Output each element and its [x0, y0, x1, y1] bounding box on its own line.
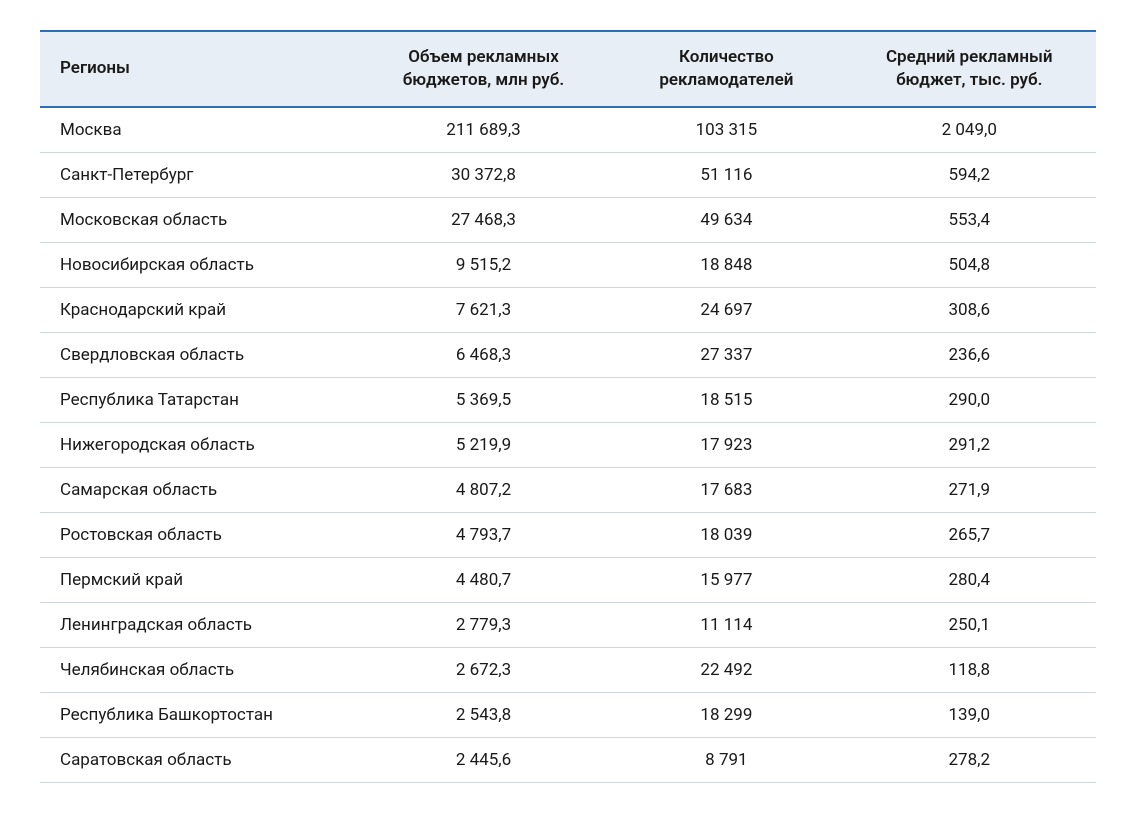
cell-advertisers: 22 492: [610, 647, 842, 692]
cell-region: Республика Татарстан: [40, 377, 357, 422]
regions-ad-budget-table: Регионы Объем рекламных бюджетов, млн ру…: [40, 30, 1096, 783]
table-row: Санкт-Петербург30 372,851 116594,2: [40, 152, 1096, 197]
table-row: Московская область27 468,349 634553,4: [40, 197, 1096, 242]
cell-avg-budget: 594,2: [843, 152, 1096, 197]
cell-advertisers: 15 977: [610, 557, 842, 602]
table-row: Челябинская область2 672,322 492118,8: [40, 647, 1096, 692]
cell-region: Московская область: [40, 197, 357, 242]
cell-advertisers: 17 683: [610, 467, 842, 512]
cell-region: Нижегородская область: [40, 422, 357, 467]
cell-avg-budget: 308,6: [843, 287, 1096, 332]
cell-region: Краснодарский край: [40, 287, 357, 332]
table-row: Самарская область4 807,217 683271,9: [40, 467, 1096, 512]
cell-advertisers: 17 923: [610, 422, 842, 467]
cell-avg-budget: 280,4: [843, 557, 1096, 602]
cell-advertisers: 8 791: [610, 737, 842, 782]
cell-region: Санкт-Петербург: [40, 152, 357, 197]
cell-advertisers: 11 114: [610, 602, 842, 647]
cell-budget: 4 793,7: [357, 512, 610, 557]
cell-budget: 4 807,2: [357, 467, 610, 512]
table-row: Пермский край4 480,715 977280,4: [40, 557, 1096, 602]
cell-advertisers: 18 039: [610, 512, 842, 557]
col-header-advertisers: Количество рекламодателей: [610, 31, 842, 107]
cell-advertisers: 27 337: [610, 332, 842, 377]
cell-avg-budget: 139,0: [843, 692, 1096, 737]
table-row: Свердловская область6 468,327 337236,6: [40, 332, 1096, 377]
cell-advertisers: 24 697: [610, 287, 842, 332]
table-row: Республика Башкортостан2 543,818 299139,…: [40, 692, 1096, 737]
cell-region: Пермский край: [40, 557, 357, 602]
cell-budget: 2 672,3: [357, 647, 610, 692]
cell-advertisers: 103 315: [610, 107, 842, 153]
cell-avg-budget: 118,8: [843, 647, 1096, 692]
cell-budget: 7 621,3: [357, 287, 610, 332]
cell-avg-budget: 2 049,0: [843, 107, 1096, 153]
cell-advertisers: 51 116: [610, 152, 842, 197]
cell-region: Республика Башкортостан: [40, 692, 357, 737]
cell-region: Ленинградская область: [40, 602, 357, 647]
cell-budget: 2 779,3: [357, 602, 610, 647]
cell-budget: 2 543,8: [357, 692, 610, 737]
cell-region: Самарская область: [40, 467, 357, 512]
cell-region: Новосибирская область: [40, 242, 357, 287]
table-row: Ростовская область4 793,718 039265,7: [40, 512, 1096, 557]
table-row: Новосибирская область9 515,218 848504,8: [40, 242, 1096, 287]
cell-avg-budget: 278,2: [843, 737, 1096, 782]
cell-region: Саратовская область: [40, 737, 357, 782]
cell-budget: 27 468,3: [357, 197, 610, 242]
cell-budget: 9 515,2: [357, 242, 610, 287]
cell-budget: 4 480,7: [357, 557, 610, 602]
table-row: Краснодарский край7 621,324 697308,6: [40, 287, 1096, 332]
cell-budget: 5 219,9: [357, 422, 610, 467]
table-header-row: Регионы Объем рекламных бюджетов, млн ру…: [40, 31, 1096, 107]
cell-avg-budget: 291,2: [843, 422, 1096, 467]
table-header: Регионы Объем рекламных бюджетов, млн ру…: [40, 31, 1096, 107]
cell-advertisers: 18 299: [610, 692, 842, 737]
cell-region: Челябинская область: [40, 647, 357, 692]
cell-avg-budget: 271,9: [843, 467, 1096, 512]
table-body: Москва211 689,3103 3152 049,0Санкт-Петер…: [40, 107, 1096, 783]
cell-budget: 211 689,3: [357, 107, 610, 153]
table-row: Ленинградская область2 779,311 114250,1: [40, 602, 1096, 647]
cell-region: Свердловская область: [40, 332, 357, 377]
table-row: Республика Татарстан5 369,518 515290,0: [40, 377, 1096, 422]
col-header-region: Регионы: [40, 31, 357, 107]
cell-avg-budget: 504,8: [843, 242, 1096, 287]
cell-budget: 30 372,8: [357, 152, 610, 197]
col-header-budget: Объем рекламных бюджетов, млн руб.: [357, 31, 610, 107]
cell-avg-budget: 236,6: [843, 332, 1096, 377]
table-row: Москва211 689,3103 3152 049,0: [40, 107, 1096, 153]
table-row: Саратовская область2 445,68 791278,2: [40, 737, 1096, 782]
cell-budget: 5 369,5: [357, 377, 610, 422]
cell-avg-budget: 553,4: [843, 197, 1096, 242]
cell-avg-budget: 290,0: [843, 377, 1096, 422]
cell-advertisers: 18 848: [610, 242, 842, 287]
col-header-avg-budget: Средний рекламный бюджет, тыс. руб.: [843, 31, 1096, 107]
cell-avg-budget: 265,7: [843, 512, 1096, 557]
cell-region: Москва: [40, 107, 357, 153]
cell-advertisers: 49 634: [610, 197, 842, 242]
cell-avg-budget: 250,1: [843, 602, 1096, 647]
cell-advertisers: 18 515: [610, 377, 842, 422]
table-row: Нижегородская область5 219,917 923291,2: [40, 422, 1096, 467]
cell-region: Ростовская область: [40, 512, 357, 557]
cell-budget: 2 445,6: [357, 737, 610, 782]
cell-budget: 6 468,3: [357, 332, 610, 377]
